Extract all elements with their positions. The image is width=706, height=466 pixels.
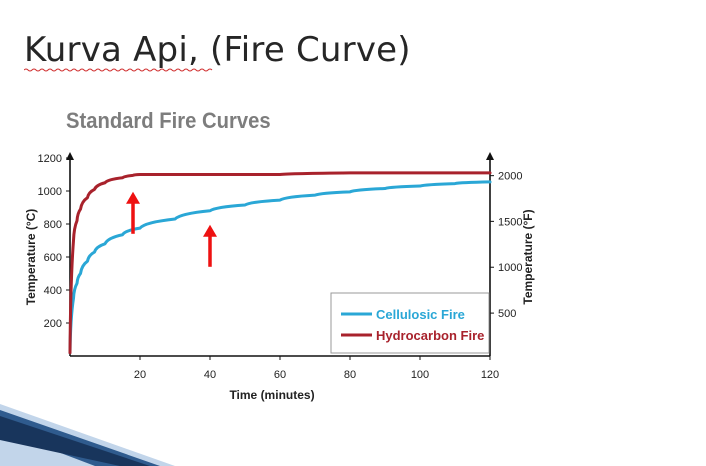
annotation-arrow-head xyxy=(126,191,140,204)
y-tick-label: 400 xyxy=(44,285,62,297)
y-tick-label: 800 xyxy=(44,219,62,231)
x-tick-label: 120 xyxy=(481,369,499,381)
y-tick-label: 1200 xyxy=(38,153,62,165)
slide-title: Kurva Api, (Fire Curve) xyxy=(24,30,411,70)
legend-label-hydrocarbon: Hydrocarbon Fire xyxy=(376,328,484,343)
x-axis-label: Time (minutes) xyxy=(229,388,314,402)
x-tick-label: 40 xyxy=(204,369,216,381)
y-tick-label: 1000 xyxy=(38,186,62,198)
y-tick-label: 600 xyxy=(44,252,62,264)
x-tick-label: 60 xyxy=(274,369,286,381)
y-right-tick-label: 1000 xyxy=(498,262,522,274)
legend-label-cellulosic: Cellulosic Fire xyxy=(376,307,465,322)
y-right-tick-label: 2000 xyxy=(498,171,522,183)
y-axis-label-right: Temperature (°F) xyxy=(521,209,535,304)
series-line-cellulosic xyxy=(68,180,492,355)
y-axis-left-arrowhead xyxy=(66,152,74,160)
y-right-tick-label: 1500 xyxy=(498,216,522,228)
x-tick-label: 100 xyxy=(411,369,429,381)
y-axis-right-arrowhead xyxy=(486,152,494,160)
annotation-arrow-head xyxy=(203,224,217,237)
y-tick-label: 200 xyxy=(44,318,62,330)
x-tick-label: 80 xyxy=(344,369,356,381)
y-axis-label-left: Temperature (°C) xyxy=(24,209,38,306)
series-line-hydrocarbon xyxy=(68,171,492,355)
x-tick-label: 20 xyxy=(134,369,146,381)
chart-title: Standard Fire Curves xyxy=(66,109,271,133)
y-right-tick-label: 500 xyxy=(498,308,516,320)
spellcheck-underline xyxy=(24,68,213,72)
legend-box xyxy=(330,292,490,354)
